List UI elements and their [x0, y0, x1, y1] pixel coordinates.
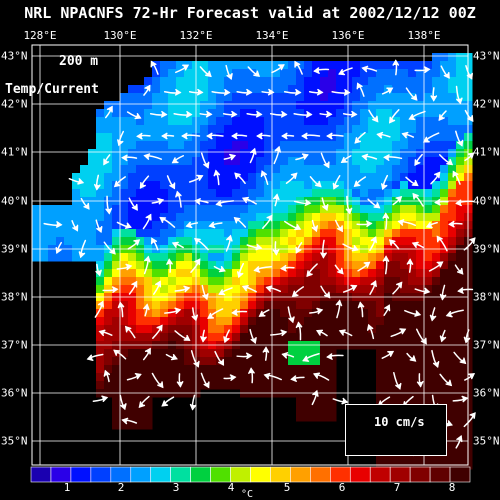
lon-label-132: 132°E [179, 29, 213, 42]
colorbar-tick-1: 1 [63, 481, 71, 494]
lat-label-left-42: 42°N [1, 97, 28, 111]
lat-label-right-35: 35°N [473, 434, 500, 448]
colorbar-swatch [70, 466, 92, 483]
lon-label-138: 138°E [407, 29, 441, 42]
colorbar-swatch [90, 466, 112, 483]
lon-label-134: 134°E [255, 29, 289, 42]
lat-label-left-38: 38°N [1, 290, 28, 304]
lat-label-left-36: 36°N [1, 386, 28, 400]
colorbar-swatch [190, 466, 211, 483]
colorbar-swatch [330, 466, 351, 483]
lon-label-136: 136°E [331, 29, 365, 42]
colorbar-swatch [310, 466, 331, 483]
colorbar-swatch [429, 466, 451, 483]
colorbar-tick-6: 6 [338, 481, 346, 494]
colorbar [30, 466, 471, 483]
lat-label-right-39: 39°N [473, 242, 500, 256]
colorbar-swatch [150, 466, 171, 483]
colorbar-swatch [270, 466, 291, 483]
colorbar-swatch [449, 466, 471, 483]
colorbar-tick-4: 4 [227, 481, 235, 494]
colorbar-swatch [369, 466, 391, 483]
colorbar-tick-5: 5 [283, 481, 291, 494]
reference-vector-label: 10 cm/s [374, 415, 425, 429]
lat-label-right-42: 42°N [473, 97, 500, 111]
colorbar-swatch [130, 466, 152, 483]
variable-label: Temp/Current [5, 82, 99, 97]
map-title: NRL NPACNFS 72-Hr Forecast valid at 2002… [24, 4, 476, 22]
colorbar-tick-3: 3 [172, 481, 180, 494]
colorbar-tick-8: 8 [448, 481, 456, 494]
colorbar-swatch [50, 466, 72, 483]
lat-label-left-39: 39°N [1, 242, 28, 256]
lat-label-right-41: 41°N [473, 145, 500, 159]
depth-label: 200 m [59, 54, 99, 69]
lat-label-right-40: 40°N [473, 194, 500, 208]
colorbar-swatch [110, 466, 132, 483]
lat-label-right-36: 36°N [473, 386, 500, 400]
lat-label-left-41: 41°N [1, 145, 28, 159]
lat-label-left-43: 43°N [1, 49, 28, 63]
current-vectors [43, 59, 476, 457]
colorbar-swatch [170, 466, 191, 483]
colorbar-unit: °C [241, 489, 254, 500]
map-frame [31, 44, 469, 466]
colorbar-swatch [389, 466, 411, 483]
colorbar-swatch [349, 466, 371, 483]
lat-label-right-43: 43°N [473, 49, 500, 63]
colorbar-swatch [210, 466, 231, 483]
lat-label-left-35: 35°N [1, 434, 28, 448]
colorbar-swatch [250, 466, 271, 483]
lat-label-right-37: 37°N [473, 338, 500, 352]
colorbar-swatch [230, 466, 251, 483]
lat-label-left-40: 40°N [1, 194, 28, 208]
colorbar-tick-7: 7 [393, 481, 401, 494]
colorbar-swatch [409, 466, 431, 483]
reference-vector-box: 10 cm/s [345, 404, 447, 456]
lat-label-right-38: 38°N [473, 290, 500, 304]
colorbar-swatch [30, 466, 52, 483]
lat-label-left-37: 37°N [1, 338, 28, 352]
lon-label-130: 130°E [103, 29, 137, 42]
colorbar-swatch [290, 466, 311, 483]
colorbar-tick-2: 2 [117, 481, 125, 494]
lon-label-128: 128°E [23, 29, 57, 42]
